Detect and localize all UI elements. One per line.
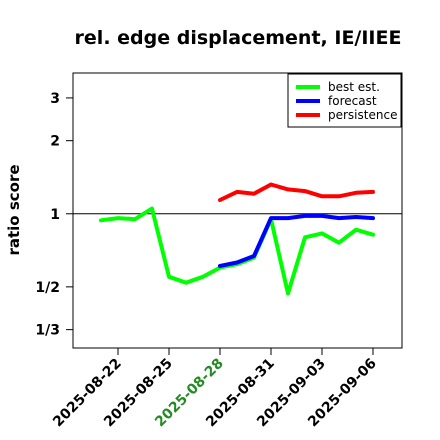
series-layer (99, 182, 375, 296)
y-tick-label: 1 (50, 207, 60, 223)
y-tick-label: 2 (50, 134, 60, 150)
y-axis: 3 2 1 1/2 1/3 (35, 91, 73, 339)
x-axis: 2025-08-222025-08-252025-08-282025-08-31… (50, 348, 380, 430)
y-tick-label: 3 (50, 91, 60, 107)
series-line-forecast (218, 213, 375, 268)
legend-label: forecast (328, 94, 377, 108)
legend-label: best est. (328, 80, 380, 94)
y-axis-label: ratio score (5, 164, 23, 255)
series-line-best-est (99, 206, 375, 296)
series-line-persistence (218, 182, 375, 202)
y-tick-label: 1/3 (35, 323, 60, 339)
chart-title: rel. edge displacement, IE/IIEE (75, 27, 402, 49)
legend-label: persistence (328, 108, 397, 122)
y-tick-label: 1/2 (35, 280, 60, 296)
plot-area-frame (72, 72, 403, 349)
